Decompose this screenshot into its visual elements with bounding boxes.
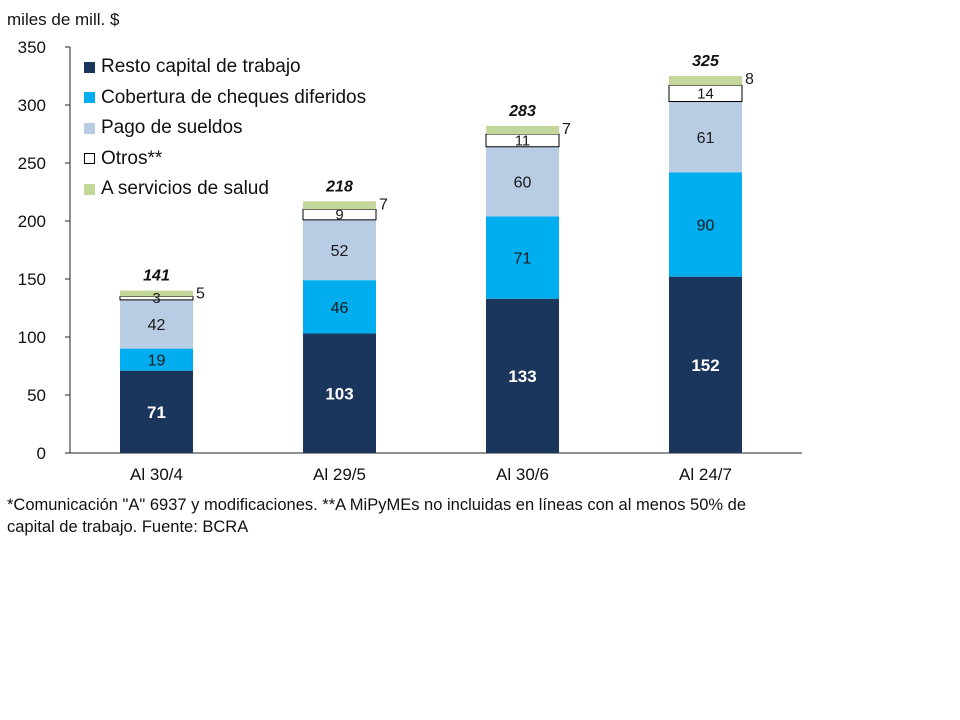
data-label: 90	[697, 217, 715, 234]
y-tick-label: 350	[18, 38, 46, 57]
data-label: 7	[562, 121, 571, 138]
y-tick-label: 200	[18, 212, 46, 231]
legend-swatch	[84, 122, 95, 134]
legend-label: Resto capital de trabajo	[101, 56, 301, 78]
data-label: 11	[515, 132, 531, 149]
legend-item: A servicios de salud	[84, 174, 366, 205]
data-label: 133	[508, 367, 536, 386]
y-tick-label: 250	[18, 154, 46, 173]
legend-swatch	[84, 183, 95, 195]
footnote: *Comunicación "A" 6937 y modificaciones.…	[7, 496, 747, 536]
x-tick-label: Al 30/6	[496, 465, 549, 484]
legend-swatch	[84, 61, 95, 73]
bar-segment	[120, 299, 193, 349]
bar-segment	[303, 333, 376, 453]
data-label: 71	[147, 403, 166, 422]
legend-item: Pago de sueldos	[84, 113, 366, 144]
data-label: 71	[514, 251, 532, 268]
bar-segment	[669, 172, 742, 277]
bar-segment	[486, 146, 559, 217]
bar-segment	[303, 201, 376, 210]
legend-label: Pago de sueldos	[101, 117, 243, 139]
bar-segment	[486, 298, 559, 453]
data-label: 42	[148, 317, 166, 334]
data-label: 14	[697, 85, 714, 102]
data-label: 152	[691, 356, 719, 375]
data-label: 7	[379, 196, 388, 213]
bar-segment	[303, 280, 376, 334]
legend: Resto capital de trabajo Cobertura de che…	[84, 52, 366, 205]
data-label: 103	[325, 384, 353, 403]
data-label: 52	[331, 243, 349, 260]
data-label: 9	[335, 207, 343, 224]
legend-item: Resto capital de trabajo	[84, 52, 366, 83]
data-label: 19	[148, 353, 166, 370]
data-label: 3	[152, 290, 160, 307]
legend-label: Otros**	[101, 147, 163, 169]
total-label: 325	[692, 53, 720, 70]
total-label: 283	[508, 103, 536, 120]
y-tick-label: 150	[18, 270, 46, 289]
legend-item: Cobertura de cheques diferidos	[84, 83, 366, 114]
bar-segment	[303, 219, 376, 281]
data-label: 8	[745, 71, 754, 88]
data-label: 61	[697, 130, 715, 147]
total-label: 218	[325, 178, 353, 195]
data-label: 5	[196, 286, 205, 303]
total-label: 141	[143, 268, 170, 285]
bar-segment	[669, 76, 742, 86]
legend-swatch	[84, 153, 95, 165]
data-label: 60	[514, 175, 532, 192]
bar-segment	[669, 276, 742, 453]
bar-segment	[669, 101, 742, 173]
legend-swatch	[84, 92, 95, 104]
bars	[119, 76, 743, 453]
y-tick-label: 100	[18, 328, 46, 347]
data-labels: 71 19 42 3 5 141 103 46 52 9 7 218 133 71 60 11 7 283 152 9…	[143, 53, 754, 422]
x-tick-label: Al 29/5	[313, 465, 366, 484]
legend-label: A servicios de salud	[101, 178, 269, 200]
y-axis-unit-label: miles de mill. $	[7, 10, 120, 29]
x-tick-label: Al 24/7	[679, 465, 732, 484]
bar-segment	[120, 370, 193, 453]
bar-segment	[120, 290, 193, 297]
bar-segment	[486, 125, 559, 134]
legend-item: Otros**	[84, 144, 366, 175]
y-tick-label: 50	[27, 386, 46, 405]
bar-segment	[486, 216, 559, 299]
legend-label: Cobertura de cheques diferidos	[101, 86, 367, 108]
y-tick-label: 300	[18, 96, 46, 115]
bar-segment	[120, 348, 193, 371]
axes: 0 50 100 150 200 250 300 350 Al 30/4 Al 29/5 Al 30…	[18, 38, 802, 484]
x-tick-label: Al 30/4	[130, 465, 183, 484]
data-label: 46	[331, 300, 349, 317]
y-tick-label: 0	[37, 444, 46, 463]
